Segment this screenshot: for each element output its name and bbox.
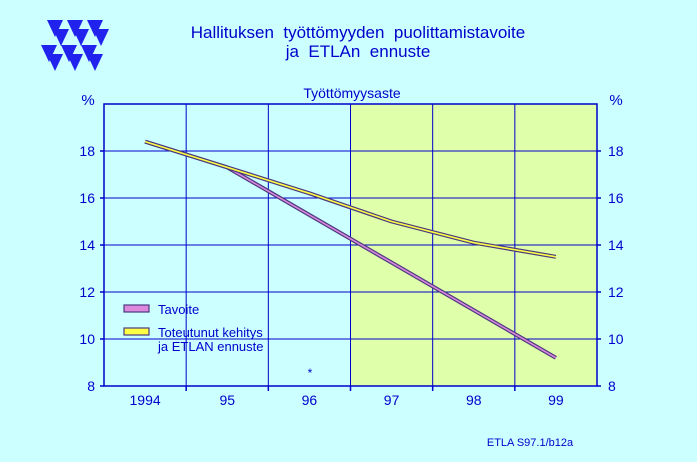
title-line1: Hallituksen työttömyyden puolittamistavo… [191,23,526,42]
logo-triangle [61,45,77,62]
chart-title: Työttömyysaste [303,85,400,101]
source-note: ETLA S97.1/b12a [487,437,574,449]
legend-swatch-toteutunut [123,327,150,336]
logo-triangle [87,54,103,71]
y-tick-label-left: 16 [79,190,95,206]
x-tick-label: 99 [548,392,564,408]
etla-logo [41,20,109,71]
annotation-asterisk: * [308,366,313,380]
logo-triangle [41,45,57,62]
x-tick-label: 1994 [130,392,161,408]
logo-triangle [87,20,103,37]
logo-triangle [67,54,83,71]
y-tick-label-right: 18 [608,143,624,159]
logo-triangle [67,20,83,37]
y-tick-label-right: 12 [608,284,624,300]
y-tick-label-left: 12 [79,284,95,300]
y-tick-label-left: 18 [79,143,95,159]
y-tick-label-right: 16 [608,190,624,206]
logo-triangle [73,29,89,46]
logo-triangle [47,54,63,71]
y-tick-label-right: 14 [608,237,624,253]
logo-triangle [93,29,109,46]
x-tick-label: 95 [219,392,235,408]
y-tick-label-right: 8 [608,378,616,394]
legend-label-toteutunut-line2: ja ETLAN ennuste [157,339,264,354]
legend-label-toteutunut-line1: Toteutunut kehitys [158,325,263,340]
x-tick-label: 98 [466,392,482,408]
logo-triangle [53,29,69,46]
y-tick-label-left: 10 [79,331,95,347]
legend-swatch-tavoite [123,304,150,313]
x-tick-label: 96 [302,392,318,408]
legend-label-tavoite: Tavoite [158,302,199,317]
logo-triangle [81,45,97,62]
x-tick-label: 97 [384,392,400,408]
title-line2: ja ETLAn ennuste [285,42,431,61]
series-line [144,140,557,258]
series-toteutunut [144,139,557,259]
logo-triangle [47,20,63,37]
y-tick-label-right: 10 [608,331,624,347]
y-tick-label-left: 14 [79,237,95,253]
y-tick-label-left: 8 [87,378,95,394]
y-unit-left: % [81,92,94,109]
plot-area: 8 8 10 10 12 12 14 14 16 16 18 18 1994 95 96 97 98 99 Tavo… [79,103,624,408]
y-unit-right: % [609,92,622,109]
